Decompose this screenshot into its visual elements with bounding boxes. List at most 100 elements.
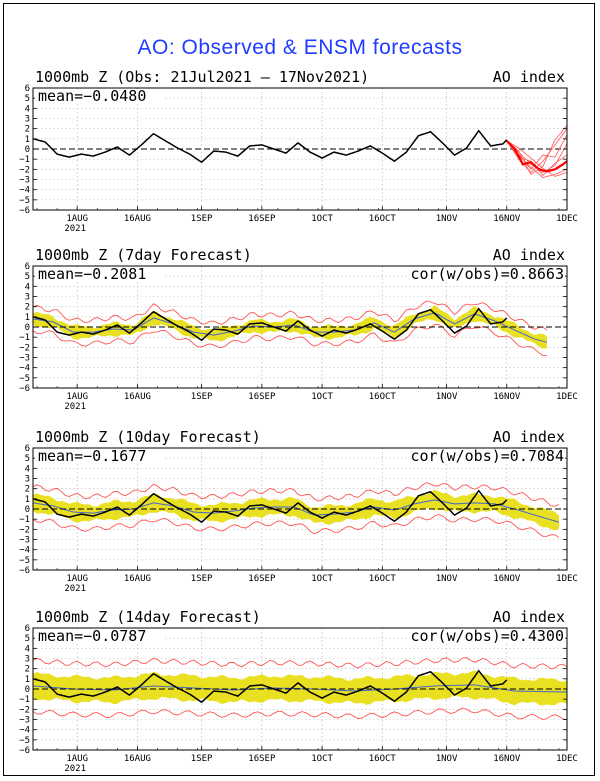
y-tick-label: 0 — [25, 685, 30, 695]
lower-envelope-line — [32, 514, 560, 538]
y-tick-label: 5 — [25, 454, 30, 464]
y-tick-label: −1 — [19, 515, 30, 525]
x-tick-label: 16SEP — [248, 754, 276, 764]
x-tick-label: 16OCT — [369, 754, 397, 764]
x-tick-label: 16NOV — [493, 754, 521, 764]
x-tick-label: 1SEP — [191, 214, 213, 224]
y-tick-label: 2 — [25, 665, 30, 675]
y-tick-label: 2 — [25, 485, 30, 495]
x-tick-label: 1DEC — [556, 214, 578, 224]
x-tick-label: 1NOV — [436, 754, 458, 764]
spread-band — [33, 670, 567, 706]
x-tick-label: 1DEC — [556, 574, 578, 584]
y-tick-label: 1 — [25, 135, 30, 145]
y-tick-label: −5 — [19, 374, 30, 384]
y-tick-label: −5 — [19, 736, 30, 746]
chart-panel-4: 1000mb Z (14day Forecast) AO index 6543210… — [19, 608, 578, 774]
y-tick-label: 1 — [25, 675, 30, 685]
y-tick-label: −4 — [19, 186, 30, 196]
mean-label-bg — [35, 630, 163, 644]
figure-frame — [3, 3, 595, 776]
chart-panel-1: 1000mb Z (Obs: 21Jul2021 – 17Nov2021) AO … — [19, 68, 578, 234]
y-tick-label: −6 — [19, 746, 30, 756]
y-tick-label: −6 — [19, 206, 30, 216]
observed-line — [32, 307, 508, 342]
x-tick-label: 1OCT — [311, 574, 333, 584]
forecast-member-4 — [506, 140, 568, 177]
x-year-label: 2021 — [64, 224, 86, 234]
y-tick-label: 4 — [25, 282, 30, 292]
y-tick-label: −3 — [19, 716, 30, 726]
y-tick-label: 0 — [25, 145, 30, 155]
x-year-label: 2021 — [64, 764, 86, 774]
x-tick-label: 1AUG — [66, 214, 88, 224]
x-tick-label: 1NOV — [436, 392, 458, 402]
y-tick-label: −4 — [19, 364, 30, 374]
x-tick-label: 1AUG — [66, 754, 88, 764]
y-tick-label: −5 — [19, 196, 30, 206]
x-tick-label: 16NOV — [493, 392, 521, 402]
panel-title: 1000mb Z (Obs: 21Jul2021 – 17Nov2021) — [35, 68, 369, 86]
x-tick-label: 16OCT — [369, 214, 397, 224]
ensemble-mean-line — [32, 312, 548, 343]
y-tick-label: 3 — [25, 475, 30, 485]
y-tick-label: 6 — [25, 262, 30, 272]
y-tick-label: 4 — [25, 644, 30, 654]
panel-title: 1000mb Z (10day Forecast) — [35, 428, 261, 446]
y-tick-label: 6 — [25, 444, 30, 454]
y-tick-label: 6 — [25, 624, 30, 634]
mean-label-bg — [35, 450, 163, 464]
observed-line — [32, 489, 508, 524]
x-tick-label: 16SEP — [248, 392, 276, 402]
x-tick-label: 16AUG — [124, 754, 151, 764]
y-tick-label: −3 — [19, 176, 30, 186]
x-tick-label: 16AUG — [124, 392, 151, 402]
cor-label: cor(w/obs)=0.8663 — [410, 265, 564, 283]
y-tick-label: −6 — [19, 384, 30, 394]
cor-label-bg — [407, 630, 565, 644]
y-tick-label: −1 — [19, 695, 30, 705]
panel-title: 1000mb Z (7day Forecast) — [35, 246, 252, 264]
y-tick-label: −1 — [19, 155, 30, 165]
x-tick-label: 16AUG — [124, 574, 151, 584]
mean-label-bg — [35, 268, 163, 282]
cor-label-bg — [407, 268, 565, 282]
y-tick-label: 0 — [25, 505, 30, 515]
y-tick-label: −4 — [19, 726, 30, 736]
observed-line — [32, 669, 508, 704]
cor-label-bg — [407, 450, 565, 464]
panel-title: 1000mb Z (14day Forecast) — [35, 608, 261, 626]
x-tick-label: 1OCT — [311, 214, 333, 224]
y-tick-label: −2 — [19, 165, 30, 175]
panel-index-label: AO index — [493, 608, 565, 626]
upper-envelope-line — [32, 657, 568, 670]
x-year-label: 2021 — [64, 402, 86, 412]
chart-panel-3: 1000mb Z (10day Forecast) AO index 6543210… — [19, 428, 578, 594]
y-tick-label: −5 — [19, 556, 30, 566]
x-tick-label: 1NOV — [436, 214, 458, 224]
y-tick-label: 5 — [25, 634, 30, 644]
x-tick-label: 16NOV — [493, 214, 521, 224]
panel-index-label: AO index — [493, 246, 565, 264]
lower-envelope-line — [32, 707, 568, 721]
observed-line — [32, 129, 508, 164]
x-tick-label: 1SEP — [191, 574, 213, 584]
x-tick-label: 1DEC — [556, 754, 578, 764]
x-tick-label: 1OCT — [311, 754, 333, 764]
x-tick-label: 1AUG — [66, 574, 88, 584]
x-tick-label: 16NOV — [493, 574, 521, 584]
mean-label: mean=−0.2081 — [38, 265, 146, 283]
x-tick-label: 1OCT — [311, 392, 333, 402]
chart-panel-2: 1000mb Z (7day Forecast) AO index6543210−… — [19, 246, 578, 412]
x-tick-label: 16SEP — [248, 214, 276, 224]
x-tick-label: 16OCT — [369, 574, 397, 584]
x-tick-label: 1NOV — [436, 574, 458, 584]
y-tick-label: −2 — [19, 343, 30, 353]
y-tick-label: 5 — [25, 272, 30, 282]
y-tick-label: 4 — [25, 104, 30, 114]
lower-envelope-line — [32, 323, 547, 356]
y-tick-label: 3 — [25, 655, 30, 665]
x-year-label: 2021 — [64, 584, 86, 594]
y-tick-label: −3 — [19, 536, 30, 546]
